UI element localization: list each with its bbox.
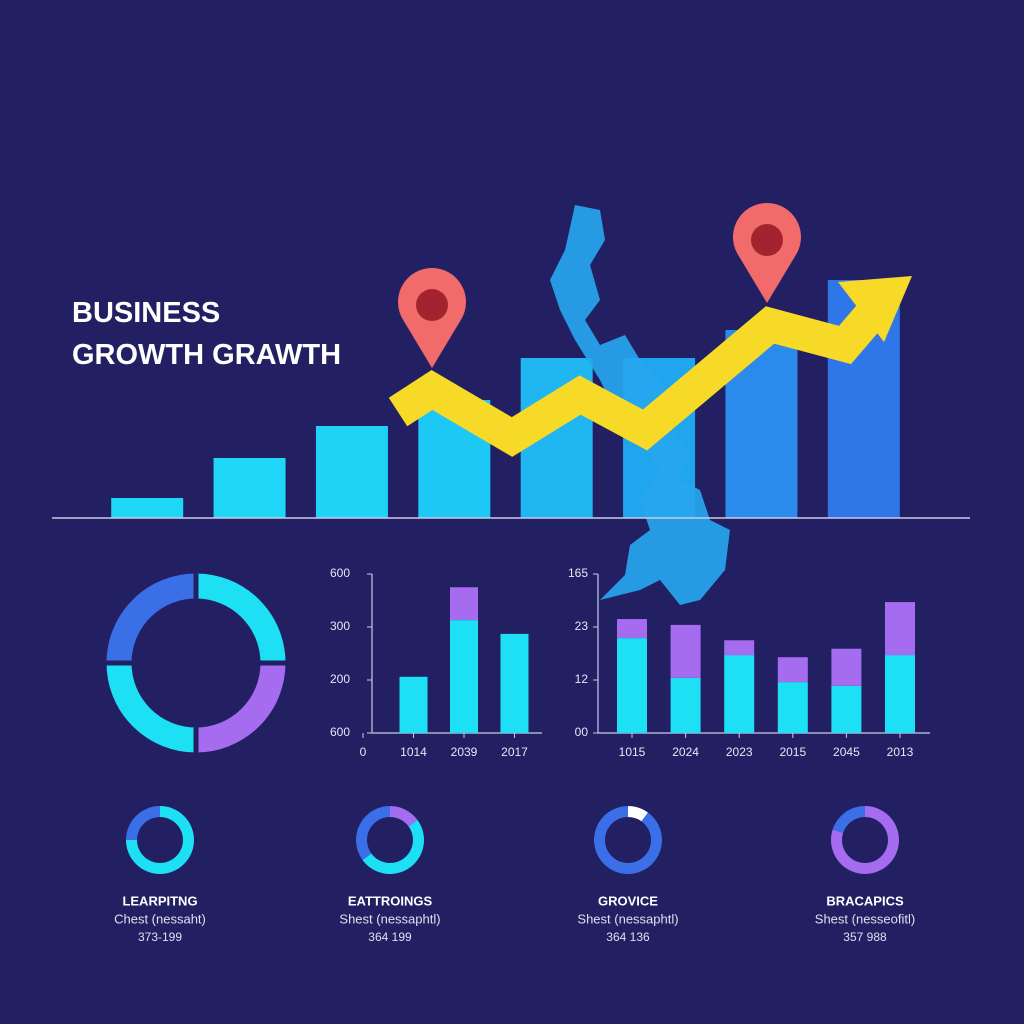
pin-dot bbox=[751, 224, 783, 256]
donut-segment bbox=[628, 806, 648, 822]
donut-segment bbox=[126, 806, 160, 840]
bar-segment bbox=[724, 640, 755, 656]
x-tick-label: 2024 bbox=[672, 745, 699, 759]
y-tick-label: 200 bbox=[330, 672, 350, 686]
kpi-subtitle: Shest (nessaphtl) bbox=[339, 911, 440, 926]
kpi-caption: 373-199 bbox=[138, 930, 182, 944]
fg-layer: BUSINESS GROWTH GRAWTH 600 200 300 600 0 1014 20… bbox=[72, 297, 930, 944]
x-tick-label: 1015 bbox=[619, 745, 646, 759]
kpi-title: GROVICE bbox=[598, 893, 658, 908]
bar bbox=[315, 426, 388, 518]
x-tick-label: 2017 bbox=[501, 745, 528, 759]
bar-segment bbox=[831, 685, 862, 733]
bar-segment bbox=[885, 655, 915, 733]
bar-segment bbox=[885, 602, 915, 656]
pin bbox=[397, 268, 466, 368]
y-tick-label: 23 bbox=[575, 619, 589, 633]
trend-arrow-head bbox=[838, 276, 912, 342]
bar-segment bbox=[777, 682, 808, 733]
donut-segment bbox=[126, 806, 194, 874]
kpi-subtitle: Shest (nesseofitl) bbox=[815, 911, 915, 926]
donut-segment bbox=[362, 820, 424, 875]
y-tick-label: 600 bbox=[330, 566, 350, 580]
kpi-caption: 357 988 bbox=[843, 930, 887, 944]
kpi-caption: 364 199 bbox=[368, 930, 412, 944]
x-tick-label: 2015 bbox=[779, 745, 806, 759]
donut-segment bbox=[593, 806, 662, 874]
map-shape bbox=[550, 205, 730, 605]
kpi-title: BRACAPICS bbox=[826, 893, 904, 908]
bar-segment bbox=[450, 587, 478, 621]
bar-segment bbox=[617, 619, 647, 639]
pin-dot bbox=[416, 289, 448, 321]
kpi-title: LEARPITNG bbox=[122, 893, 197, 908]
kpi-title: EATTROINGS bbox=[348, 893, 433, 908]
trend-arrow bbox=[388, 298, 888, 457]
x-tick-label: 0 bbox=[360, 745, 367, 759]
bar-segment bbox=[617, 638, 647, 733]
x-tick-label: 1014 bbox=[400, 745, 427, 759]
x-tick-label: 2023 bbox=[726, 745, 753, 759]
x-tick-label: 2045 bbox=[833, 745, 860, 759]
bar-segment bbox=[500, 633, 529, 733]
bar-segment bbox=[670, 677, 701, 733]
bar-segment bbox=[670, 624, 701, 678]
bar-segment bbox=[724, 655, 755, 733]
x-tick-label: 2039 bbox=[451, 745, 478, 759]
bar bbox=[111, 498, 184, 518]
donut-segment bbox=[390, 806, 418, 827]
donut-segment bbox=[356, 806, 390, 860]
kpi-subtitle: Chest (nessaht) bbox=[114, 911, 206, 926]
bar-segment bbox=[450, 620, 478, 733]
x-tick-label: 2013 bbox=[887, 745, 914, 759]
chart-title: GROWTH GRAWTH bbox=[72, 339, 341, 371]
kpi-caption: 364 136 bbox=[606, 930, 650, 944]
y-tick-label: 165 bbox=[568, 566, 588, 580]
y-tick-label: 600 bbox=[330, 725, 350, 739]
y-tick-label: 00 bbox=[575, 725, 589, 739]
bar-segment bbox=[777, 657, 808, 683]
y-tick-label: 12 bbox=[575, 672, 589, 686]
chart-title: BUSINESS bbox=[72, 297, 220, 329]
bar bbox=[213, 458, 286, 518]
donut-segment bbox=[831, 806, 899, 874]
bar-segment bbox=[399, 676, 428, 733]
kpi-subtitle: Shest (nessaphtl) bbox=[577, 911, 678, 926]
donut-segment bbox=[832, 806, 865, 833]
bars-layer bbox=[111, 280, 900, 518]
y-tick-label: 300 bbox=[330, 619, 350, 633]
bar-segment bbox=[831, 648, 862, 686]
pin bbox=[733, 203, 801, 303]
donut-segment bbox=[101, 568, 199, 666]
